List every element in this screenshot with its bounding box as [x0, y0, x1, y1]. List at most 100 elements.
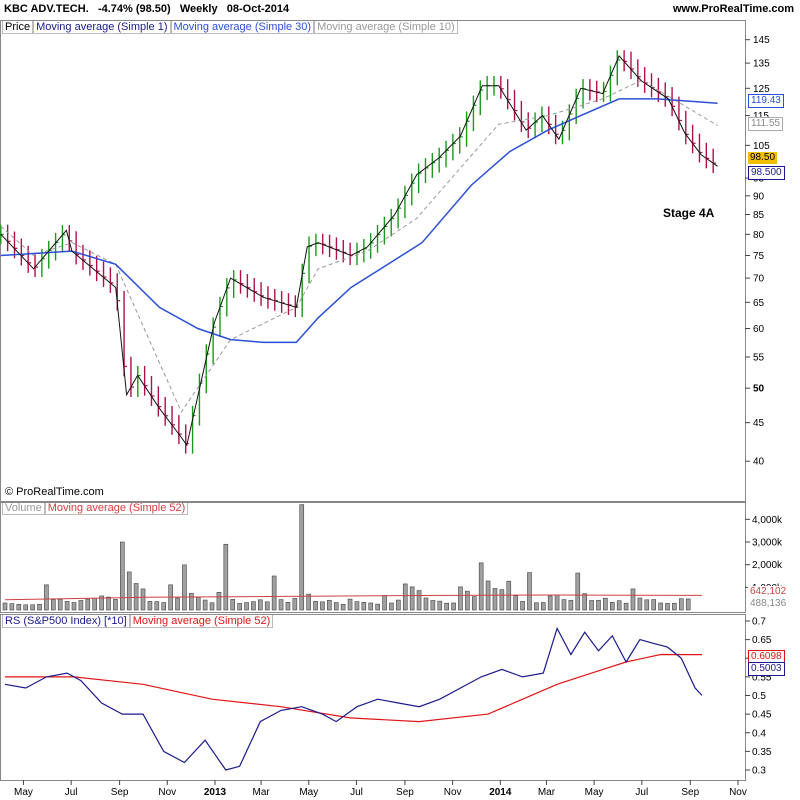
ma10-badge: 111.55	[748, 117, 784, 131]
price-bar	[150, 375, 155, 406]
volume-bar	[499, 589, 505, 611]
price-bar	[637, 59, 641, 87]
x-tick-label: Sep	[396, 787, 414, 798]
volume-bar	[278, 599, 284, 611]
volume-bar	[603, 597, 608, 611]
rs-tick-label: 0.45	[752, 710, 772, 721]
price-bar	[253, 278, 258, 302]
price-bar	[315, 233, 319, 257]
rs-tick-label: 0.55	[752, 672, 772, 683]
volume-bar	[133, 583, 139, 611]
volume-bar	[540, 602, 546, 611]
volume-bar	[92, 597, 98, 611]
rs-last-badge: 0.5003	[748, 662, 785, 676]
volume-bar	[106, 596, 111, 611]
volume-bar	[630, 588, 636, 611]
price-bar	[267, 286, 271, 309]
rs-tick-label: 0.7	[752, 617, 766, 628]
volume-bar	[113, 599, 118, 611]
price-bar	[500, 75, 504, 99]
price-tick-label: 45	[753, 418, 765, 429]
volume-bar	[51, 599, 56, 611]
legend-volume-ma[interactable]: Moving average (Simple 52)	[44, 501, 189, 515]
volume-bar	[175, 597, 180, 611]
price-bar	[452, 133, 456, 161]
price-bar	[678, 96, 682, 131]
rs-line	[4, 626, 703, 771]
volume-bar	[527, 572, 532, 611]
rs-tick-label: 0.5	[752, 691, 766, 702]
x-tick-label: Jul	[350, 787, 363, 798]
volume-bar	[465, 590, 470, 611]
volume-bar	[285, 601, 291, 611]
price-bar	[287, 293, 292, 315]
volume-bar	[251, 601, 256, 611]
price-bar	[671, 87, 676, 117]
rs-tick-label: 0.4	[752, 728, 766, 739]
volume-bar	[471, 596, 477, 611]
price-bar	[95, 255, 100, 282]
price-bar	[54, 232, 59, 261]
price-bar	[650, 73, 655, 98]
panel-frame-2	[0, 614, 746, 781]
volume-bar	[230, 599, 236, 611]
price-bar	[349, 242, 354, 266]
volume-bar	[313, 601, 318, 611]
volume-bar	[389, 602, 394, 611]
price-change: -4.74% (98.50)	[97, 3, 171, 15]
volume-bar	[306, 593, 311, 611]
price-bar	[630, 51, 634, 79]
price-bar	[232, 270, 237, 298]
x-tick-label: Jul	[635, 787, 648, 798]
price-tick-label: 125	[753, 84, 770, 95]
volume-tick-label: 3,000k	[752, 538, 783, 549]
price-bar	[685, 110, 689, 145]
volume-bar	[375, 603, 380, 611]
volume-bar	[582, 593, 587, 611]
volume-bar	[616, 600, 622, 611]
volume-bar	[140, 588, 146, 611]
volume-bar	[685, 598, 691, 611]
legend-ma10[interactable]: Moving average (Simple 10)	[314, 20, 458, 34]
x-tick-label: Mar	[252, 787, 270, 798]
price-bar	[623, 50, 628, 72]
copyright: © ProRealTime.com	[5, 486, 104, 498]
price-tick-label: 90	[753, 191, 765, 202]
volume-bar	[258, 599, 263, 611]
volume-bar	[126, 571, 132, 611]
site-link[interactable]: www.ProRealTime.com	[672, 3, 794, 15]
volume-bar	[596, 599, 601, 611]
volume-bar	[237, 603, 242, 611]
volume-bar	[2, 602, 8, 611]
price-bar	[417, 163, 422, 194]
price-bar	[20, 238, 25, 266]
ma1-line	[0, 54, 718, 447]
price-bar	[383, 216, 388, 245]
volume-bar	[458, 586, 463, 611]
price-tick-label: 105	[753, 141, 770, 152]
volume-bar	[340, 604, 346, 611]
legend-rs-ma[interactable]: Moving average (Simple 52)	[129, 614, 274, 628]
price-bar	[691, 124, 696, 154]
price-bar	[274, 288, 278, 311]
volume-bar	[492, 588, 498, 611]
volume-bar	[271, 575, 277, 611]
volume-bar	[644, 599, 650, 611]
legend-rs[interactable]: RS (S&P500 Index) [*10]	[2, 614, 130, 628]
volume-bar	[37, 604, 42, 611]
volume-bar	[396, 599, 401, 611]
x-tick-label: May	[585, 787, 604, 798]
volume-bar	[23, 604, 29, 611]
price-bar	[712, 148, 717, 174]
price-bar	[513, 89, 518, 121]
price-bar	[239, 270, 244, 294]
volume-bar	[430, 600, 436, 611]
volume-panel	[2, 504, 703, 611]
price-bar	[280, 291, 285, 313]
x-tick-label: Nov	[729, 787, 747, 798]
price-bar	[75, 231, 80, 265]
volume-bar	[202, 599, 208, 611]
price-bar	[164, 396, 169, 426]
volume-tick-label: 2,000k	[752, 560, 783, 571]
